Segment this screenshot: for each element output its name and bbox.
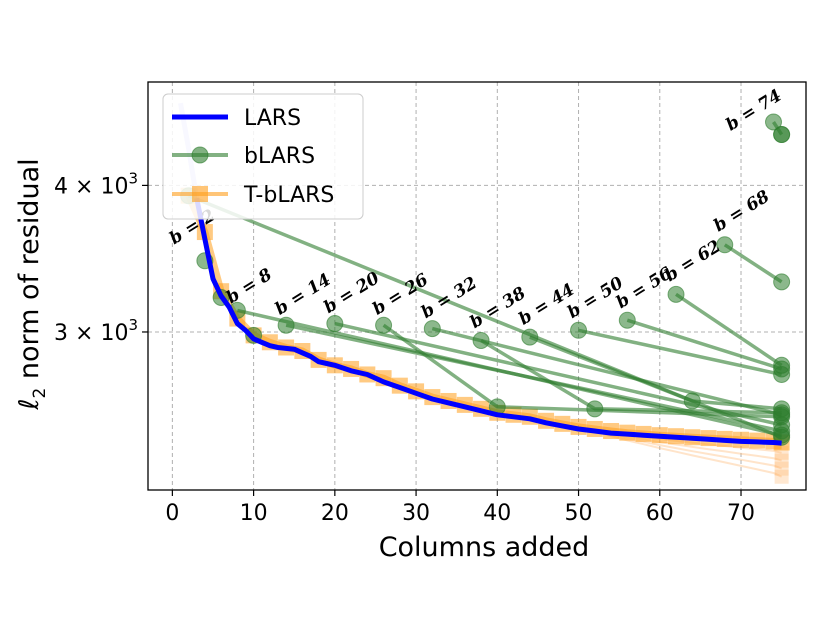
legend-marker-t-blars (192, 186, 208, 202)
blars-endpoint (773, 273, 791, 291)
blars-path (431, 326, 783, 417)
x-tick-label: 70 (727, 501, 755, 526)
blars-point (586, 400, 604, 418)
legend-entry-t-blars: T-bLARS (172, 183, 334, 208)
y-tick-base: 3 × 10 (54, 321, 128, 346)
grid (148, 82, 806, 490)
x-tick-label: 10 (240, 501, 268, 526)
x-tick-label: 60 (646, 501, 674, 526)
legend-entry-lars: LARS (172, 106, 301, 131)
blars-point (375, 316, 393, 334)
blars-point (683, 392, 701, 410)
legend-label-blars: bLARS (244, 144, 315, 169)
blars-point (716, 236, 734, 254)
blars-point (667, 285, 685, 303)
x-axis-label: Columns added (379, 532, 590, 563)
y-axis-label: ℓ2 norm of residual (14, 158, 50, 410)
y-tick-label: 4 × 103 (54, 169, 138, 199)
blars-point (773, 126, 791, 144)
legend-label-t-blars: T-bLARS (243, 183, 334, 208)
t-blars-fan-marker (774, 453, 789, 468)
y-axis-label-sub: 2 (30, 388, 50, 399)
blars-point (618, 311, 636, 329)
y-axis-label-base: ℓ (14, 399, 45, 411)
y-tick-exponent: 3 (128, 316, 138, 334)
legend-entry-blars: bLARS (172, 144, 315, 169)
blars-path (675, 292, 783, 367)
plot-frame (147, 81, 807, 491)
y-tick-exponent: 3 (128, 169, 138, 187)
blars-point (765, 113, 783, 131)
x-tick-label: 30 (402, 501, 430, 526)
blars-point (472, 332, 490, 350)
legend-label-lars: LARS (244, 106, 301, 131)
blars-path (723, 243, 783, 284)
t-blars-fan-marker (774, 469, 789, 484)
y-tick-label: 3 × 103 (54, 316, 138, 346)
blars-paths (187, 121, 791, 446)
blars-point (570, 321, 588, 339)
y-axis-label-rest: norm of residual (14, 158, 45, 387)
blars-endpoint (773, 400, 791, 418)
blars-path (334, 321, 782, 427)
x-tick-label: 0 (165, 501, 179, 526)
legend: LARS bLARS T-bLARS (162, 93, 364, 220)
blars-endpoint (773, 356, 791, 374)
blars-path (626, 318, 783, 371)
blars-path (578, 328, 782, 377)
y-tick-base: 4 × 10 (54, 174, 128, 199)
blars-point (521, 328, 539, 346)
legend-box (162, 93, 364, 220)
blars-point (423, 320, 441, 338)
legend-marker-blars (191, 146, 209, 164)
x-tick-label: 50 (565, 501, 593, 526)
blars-point (326, 315, 344, 333)
x-tick-label: 20 (321, 501, 349, 526)
x-tick-label: 40 (483, 501, 511, 526)
lars-line (194, 197, 782, 446)
t-blars-fan-marker (774, 461, 789, 476)
blars-point (277, 316, 295, 334)
x-axis-ticks: 0 10 20 30 40 50 60 70 (165, 490, 755, 526)
